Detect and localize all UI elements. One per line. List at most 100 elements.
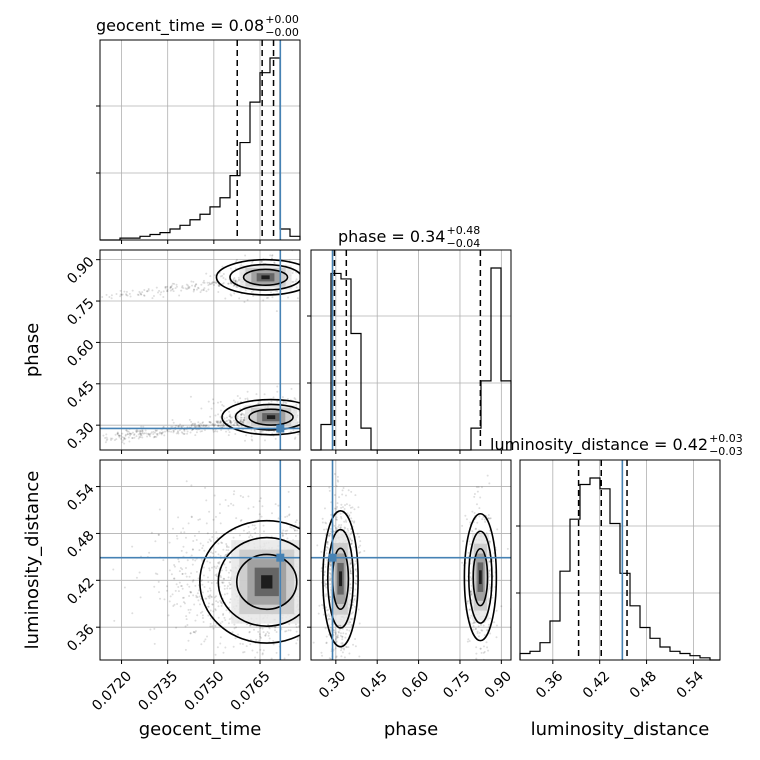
sample-point [212,281,215,284]
sample-point [198,425,201,428]
sample-point [341,635,344,638]
sample-point [368,508,370,510]
sample-point [305,297,307,299]
sample-point [345,520,348,523]
sample-point [208,538,211,541]
sample-point [183,602,186,605]
sample-point [335,637,338,640]
x-tick-label: 0.48 [627,668,660,701]
sample-point [126,430,129,433]
sample-point [233,490,236,493]
sample-point [341,651,344,654]
sample-point [117,434,120,437]
sample-point [360,570,362,572]
sample-point [187,608,190,611]
sample-point [213,424,216,427]
sample-point [215,600,218,603]
sample-point [173,563,176,566]
sample-point [172,577,175,580]
sample-point [243,419,246,422]
sample-point [219,409,222,412]
sample-point [303,571,305,573]
sample-point [232,278,235,281]
sample-point [209,415,212,418]
sample-point [259,635,262,638]
sample-point [247,495,250,498]
sample-point [184,567,187,570]
sample-point [339,512,342,515]
sample-point [281,396,284,399]
sample-point [207,605,210,608]
sample-point [188,611,191,614]
sample-point [236,423,239,426]
sample-point [329,561,332,564]
sample-point [287,653,290,656]
sample-point [366,592,368,594]
sample-point [225,420,228,423]
sample-point [129,295,132,298]
sample-point [327,618,330,621]
sample-point [365,517,367,519]
sample-point [231,416,234,419]
sample-point [203,429,206,432]
sample-point [227,549,230,552]
sample-point [105,436,108,439]
sample-point [229,569,232,572]
sample-point [152,430,155,433]
sample-point [329,528,332,531]
sample-point [233,627,236,630]
sample-point [175,283,178,286]
sample-point [112,568,115,571]
sample-point [324,595,327,598]
sample-point [282,400,285,403]
sample-point [201,591,204,594]
sample-point [215,281,218,284]
sample-point [469,608,472,611]
sample-point [119,434,122,437]
sample-point [192,422,195,425]
sample-point [244,289,247,292]
sample-point [302,407,304,409]
sample-point [228,410,231,413]
sample-point [386,540,388,542]
sample-point [323,584,326,587]
sample-point [254,527,257,530]
sample-point [194,284,197,287]
sample-point [215,573,218,576]
sample-point [157,580,160,583]
sample-point [302,604,304,606]
sample-point [258,633,261,636]
sample-point [466,600,469,603]
sample-point [160,291,163,294]
sample-point [194,630,197,633]
sample-point [188,585,191,588]
sample-point [272,639,275,642]
sample-point [301,624,303,626]
sample-point [472,628,475,631]
sample-point [225,553,228,556]
sample-point [225,569,228,572]
sample-point [337,636,340,639]
sample-point [466,640,469,643]
sample-point [495,636,498,639]
sample-point [226,675,228,677]
sample-point [126,294,129,297]
sample-point [390,560,392,562]
sample-point [318,413,320,415]
sample-point [466,599,469,602]
sample-point [181,572,184,575]
sample-point [163,598,166,601]
sample-point [306,407,308,409]
sample-point [333,473,336,476]
sample-point [211,566,214,569]
sample-point [284,401,287,404]
sample-point [178,429,181,432]
sample-point [466,602,469,605]
sample-point [139,434,142,437]
sample-point [470,590,473,593]
sample-point [314,596,316,598]
sample-point [334,645,336,647]
sample-point [233,292,236,295]
sample-point [220,569,223,572]
sample-point [235,260,238,263]
